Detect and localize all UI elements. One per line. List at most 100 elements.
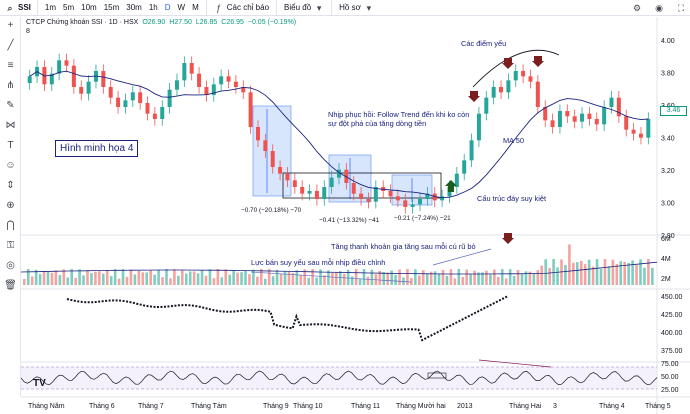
candle-body bbox=[572, 116, 577, 122]
brush-icon[interactable]: ✎ bbox=[6, 100, 15, 111]
volume-bar bbox=[429, 271, 433, 285]
time-tick-label: Tháng 10 bbox=[293, 403, 323, 410]
horizontal-line-icon[interactable]: ≡ bbox=[7, 60, 14, 71]
price-tick-label: 3.40 bbox=[661, 136, 675, 143]
volume-bar bbox=[256, 276, 259, 285]
volume-bar bbox=[34, 269, 38, 285]
fullscreen-icon[interactable]: ⛶ bbox=[677, 3, 685, 13]
interval-10m[interactable]: 10m bbox=[81, 3, 97, 12]
volume-bar bbox=[607, 266, 611, 285]
volume-bar bbox=[78, 269, 81, 285]
magnet-icon[interactable]: ⋂ bbox=[6, 220, 15, 231]
annotation-weak-points: Các điểm yếu bbox=[461, 39, 506, 48]
symbol-label: SSI bbox=[18, 3, 31, 12]
gear-icon[interactable]: ⚙ bbox=[632, 3, 642, 13]
volume-bar bbox=[587, 259, 591, 285]
volume-bar bbox=[113, 269, 117, 285]
up-arrow-icon bbox=[445, 180, 457, 192]
candle-body bbox=[167, 89, 172, 107]
volume-bar bbox=[631, 260, 634, 285]
volume-bar bbox=[307, 277, 310, 285]
volume-bar bbox=[30, 276, 34, 285]
legend-close: C26.95 bbox=[221, 19, 244, 26]
interval-D[interactable]: D bbox=[164, 3, 171, 12]
index-tick-label: 375.00 bbox=[661, 348, 683, 355]
candle-body bbox=[233, 81, 238, 87]
time-tick-label: Tháng 11 bbox=[351, 403, 380, 410]
interval-30m[interactable]: 30m bbox=[126, 3, 142, 12]
volume-bar bbox=[240, 272, 243, 285]
candle-body bbox=[270, 151, 275, 167]
interval-selector: 1m 5m 10m 15m 30m 1h D W M bbox=[38, 3, 206, 12]
volume-bar bbox=[394, 274, 397, 285]
candle-body bbox=[506, 80, 511, 93]
crosshair-icon[interactable]: + bbox=[7, 20, 14, 31]
measure-icon[interactable]: ⇕ bbox=[6, 180, 15, 191]
camera-icon[interactable]: ◉ bbox=[655, 3, 663, 13]
profile-button[interactable]: Hồ sơ ▾ bbox=[331, 0, 381, 16]
volume-bar bbox=[23, 279, 26, 285]
volume-bar bbox=[481, 272, 484, 285]
eye-icon[interactable]: ◎ bbox=[6, 260, 15, 271]
interval-1h[interactable]: 1h bbox=[148, 3, 158, 12]
candle-body bbox=[440, 196, 445, 201]
volume-bar bbox=[473, 270, 476, 285]
volume-bar bbox=[516, 269, 520, 285]
candle-body bbox=[557, 111, 562, 127]
candle-body bbox=[373, 187, 378, 202]
volume-bar bbox=[362, 269, 366, 285]
volume-bar bbox=[579, 260, 583, 285]
chart-type-button[interactable]: Biểu đồ ▾ bbox=[276, 0, 331, 16]
volume-bar bbox=[390, 270, 393, 285]
candle-body bbox=[278, 167, 283, 174]
interval-1m[interactable]: 1m bbox=[44, 3, 57, 12]
time-tick-label: Tháng Mười hai bbox=[396, 403, 446, 410]
candle-body bbox=[285, 173, 290, 181]
volume-bar bbox=[177, 275, 180, 285]
interval-M[interactable]: M bbox=[192, 3, 199, 12]
emoji-icon[interactable]: ☺ bbox=[5, 160, 16, 171]
volume-bar bbox=[184, 273, 188, 285]
trash-icon[interactable]: 🗑 bbox=[4, 280, 17, 291]
volume-bar bbox=[192, 271, 196, 285]
text-icon[interactable]: T bbox=[7, 140, 14, 151]
trendline-icon[interactable]: ╱ bbox=[7, 40, 14, 51]
volume-bar bbox=[335, 271, 338, 285]
volume-bar bbox=[366, 276, 370, 285]
candle-body bbox=[587, 113, 592, 119]
volume-bar bbox=[157, 269, 160, 285]
interval-W[interactable]: W bbox=[177, 3, 186, 12]
volume-bar bbox=[98, 271, 101, 285]
volume-bar bbox=[643, 267, 646, 285]
zoom-icon[interactable]: ⊕ bbox=[6, 200, 15, 211]
interval-5m[interactable]: 5m bbox=[63, 3, 75, 12]
chart-legend: CTCP Chứng khoán SSI · 1D · HSX O26.90 H… bbox=[24, 19, 299, 26]
volume-bar bbox=[137, 270, 141, 285]
indicators-button[interactable]: ƒ Các chỉ báo bbox=[205, 0, 276, 16]
candle-body bbox=[116, 97, 121, 107]
price-tick-label: 2.80 bbox=[661, 233, 675, 240]
volume-bar bbox=[295, 270, 299, 285]
volume-bar bbox=[500, 269, 504, 285]
price-tick-label: 3.80 bbox=[661, 71, 675, 78]
fib-icon[interactable]: ⋔ bbox=[6, 80, 15, 91]
volume-bar bbox=[133, 274, 137, 285]
annotation-volume-rise: Tăng thanh khoản gia tăng sau mỗi cú rũ … bbox=[331, 242, 476, 251]
chart-area[interactable]: 4.003.803.603.403.203.002.806M4M2M450.00… bbox=[21, 17, 690, 414]
pattern-icon[interactable]: ⋈ bbox=[5, 120, 16, 131]
volume-bar bbox=[536, 270, 540, 285]
candle-body bbox=[108, 87, 113, 98]
volume-bar bbox=[173, 269, 176, 285]
volume-bar bbox=[477, 272, 480, 285]
time-tick-label: Tháng 9 bbox=[263, 403, 289, 410]
interval-15m[interactable]: 15m bbox=[103, 3, 120, 12]
volume-bar bbox=[370, 269, 374, 285]
lock-icon[interactable]: ⚿ bbox=[6, 240, 15, 251]
rsi-band bbox=[21, 367, 657, 389]
annotation-ma50: MA 50 bbox=[503, 136, 524, 145]
volume-bar bbox=[303, 269, 307, 285]
symbol-search[interactable]: ⌕ SSI bbox=[0, 0, 38, 16]
volume-bar bbox=[169, 278, 172, 285]
volume-bar bbox=[271, 276, 275, 285]
annotation-exhaustion: Cấu trúc đáy suy kiệt bbox=[477, 194, 546, 203]
